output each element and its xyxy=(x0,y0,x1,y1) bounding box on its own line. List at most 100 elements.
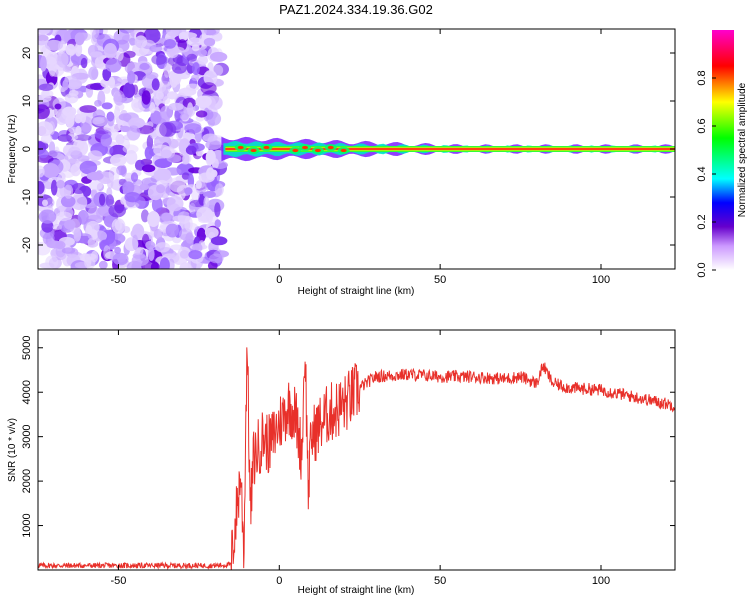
colorbar-gradient xyxy=(712,30,734,270)
noise-cell xyxy=(203,70,218,86)
noise-cell xyxy=(206,167,215,180)
noise-cell xyxy=(139,183,150,191)
noise-cell xyxy=(163,39,176,49)
band-blob-core xyxy=(302,145,309,150)
noise-cell xyxy=(146,135,154,150)
noise-cell xyxy=(61,247,76,254)
noise-cell xyxy=(109,144,128,158)
noise-cell xyxy=(195,95,212,108)
noise-cell xyxy=(147,211,160,227)
noise-cell xyxy=(103,86,111,94)
colorbar-tick-label: 0.4 xyxy=(696,166,708,181)
main-title: PAZ1.2024.334.19.36.G02 xyxy=(279,2,433,17)
colorbar-tick-label: 0.8 xyxy=(696,70,708,85)
noise-cell xyxy=(149,102,156,114)
y-tick-label: 0 xyxy=(21,146,33,152)
spectrogram-panel: -50 0 50 100 -20 -10 0 10 20 Height of straight… xyxy=(7,28,676,297)
noise-cell xyxy=(166,195,184,212)
colorbar-tick-label: 0.2 xyxy=(696,214,708,229)
noise-cell xyxy=(68,146,81,156)
noise-cell xyxy=(153,228,163,240)
y-tick-label: 1000 xyxy=(21,513,33,537)
top-y-axis-title: Frequency (Hz) xyxy=(7,115,18,184)
noise-cell xyxy=(165,223,179,238)
noise-cell xyxy=(155,91,164,100)
noise-cell xyxy=(85,224,93,236)
noise-cell xyxy=(118,113,132,121)
noise-cell xyxy=(38,83,54,92)
noise-cell xyxy=(124,192,141,203)
noise-cell xyxy=(75,125,82,136)
noise-cell xyxy=(85,83,103,90)
bottom-x-ticks: -50 0 50 100 xyxy=(110,330,610,587)
colorbar-label: Normalized spectral amplitude xyxy=(737,82,748,217)
noise-cell xyxy=(123,50,136,59)
noise-cell xyxy=(38,149,49,159)
noise-cell xyxy=(123,82,136,99)
noise-cell xyxy=(86,171,104,181)
noise-cell xyxy=(156,184,166,194)
noise-cell xyxy=(38,181,45,195)
noise-cell xyxy=(159,121,174,137)
noise-cell xyxy=(141,90,151,105)
noise-cell xyxy=(171,62,188,74)
noise-cell xyxy=(79,105,97,113)
band-red xyxy=(225,148,675,150)
noise-cell xyxy=(179,113,189,121)
noise-cell xyxy=(68,89,79,97)
noise-cell xyxy=(149,44,163,53)
band-blob-core xyxy=(327,145,334,150)
noise-cell xyxy=(45,255,59,269)
noise-cell xyxy=(113,90,125,106)
noise-cell xyxy=(114,246,121,255)
noise-cell xyxy=(74,32,85,46)
noise-cell xyxy=(101,102,113,110)
noise-cell xyxy=(151,54,167,65)
noise-cell xyxy=(61,167,75,178)
noise-cell xyxy=(127,70,136,85)
noise-cell xyxy=(209,253,224,264)
noise-cell xyxy=(46,240,64,249)
noise-cell xyxy=(214,202,221,218)
x-tick-label: 0 xyxy=(276,274,282,286)
snr-frame xyxy=(37,329,676,571)
snr-series-line xyxy=(38,347,675,570)
noise-cell xyxy=(184,187,193,195)
noise-cell xyxy=(185,145,197,155)
noise-cell xyxy=(187,37,203,47)
noise-cell xyxy=(56,52,69,68)
noise-cell xyxy=(191,44,200,52)
noise-cell xyxy=(163,63,171,78)
band-blob-core xyxy=(263,145,270,150)
noise-cell xyxy=(62,79,69,91)
noise-cell xyxy=(88,66,99,81)
noise-cell xyxy=(123,134,139,141)
noise-cell xyxy=(65,44,76,56)
noise-cell xyxy=(209,51,228,62)
noise-cell xyxy=(202,133,218,142)
noise-cell xyxy=(196,207,213,222)
noise-cell xyxy=(145,240,156,250)
noise-cell xyxy=(62,66,72,73)
noise-cell xyxy=(79,160,98,175)
x-tick-label: 100 xyxy=(592,274,610,286)
heatmap-noise-region xyxy=(38,29,229,269)
noise-cell xyxy=(40,55,47,72)
noise-cell xyxy=(112,252,129,266)
noise-cell xyxy=(45,197,55,208)
noise-cell xyxy=(38,165,45,178)
x-tick-label: 100 xyxy=(592,575,610,587)
noise-cell xyxy=(48,29,66,37)
noise-cell xyxy=(210,236,228,246)
noise-cell xyxy=(56,179,65,189)
noise-cell xyxy=(168,102,184,111)
noise-cell xyxy=(48,63,56,77)
noise-cell xyxy=(107,111,115,127)
noise-cell xyxy=(40,89,54,99)
noise-cell xyxy=(120,125,130,133)
noise-cell xyxy=(203,29,220,36)
noise-cell xyxy=(203,196,210,210)
noise-cell xyxy=(188,250,203,260)
noise-cell xyxy=(184,215,193,232)
